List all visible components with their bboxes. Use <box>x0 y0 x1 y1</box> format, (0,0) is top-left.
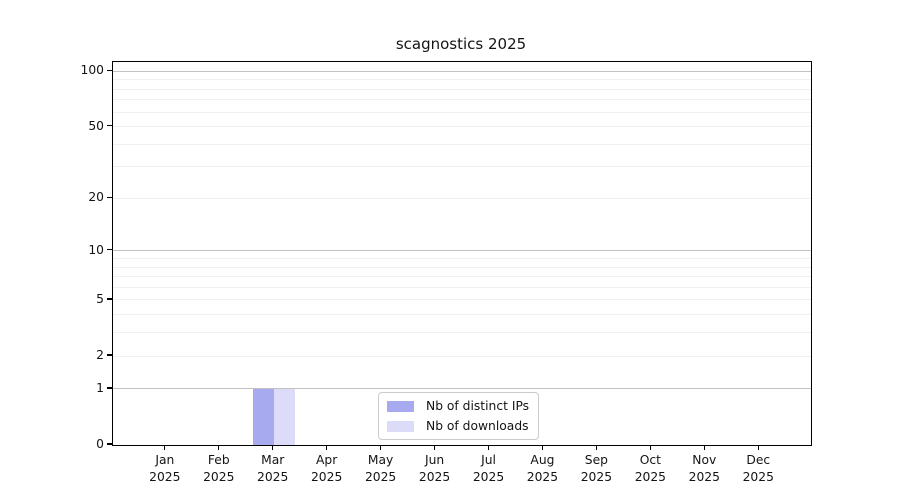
x-tick-mark <box>379 445 382 451</box>
y-tick-label: 1 <box>96 380 104 395</box>
x-tick-label: Sep 2025 <box>564 452 628 485</box>
y-tick-label: 5 <box>96 291 104 306</box>
x-tick-year: 2025 <box>472 469 505 484</box>
x-tick-month: Jul <box>481 453 496 467</box>
y-tick-mark <box>107 443 112 445</box>
legend: Nb of distinct IPs Nb of downloads <box>378 392 540 440</box>
x-tick-label: Jun 2025 <box>403 452 467 485</box>
x-tick-year: 2025 <box>203 469 235 484</box>
x-tick-mark <box>541 445 544 451</box>
y-tick-label: 100 <box>80 63 104 78</box>
x-tick-month: Mar <box>261 453 285 467</box>
bar-nb-of-downloads <box>273 388 295 445</box>
x-tick-month: Feb <box>207 453 230 467</box>
x-tick-month: Oct <box>639 453 661 467</box>
x-tick-mark <box>326 445 328 451</box>
legend-row: Nb of distinct IPs <box>387 397 529 415</box>
y-tick-mark <box>107 354 112 356</box>
x-tick-mark <box>649 445 651 451</box>
y-gridline-minor <box>113 266 811 268</box>
legend-swatch <box>387 420 414 432</box>
x-tick-month: Jan <box>155 453 175 467</box>
x-tick-month: Dec <box>746 453 771 467</box>
x-tick-month: Apr <box>316 453 338 467</box>
y-gridline-minor <box>113 111 811 113</box>
x-tick-mark <box>757 445 759 451</box>
x-tick-year: 2025 <box>364 469 397 484</box>
y-tick-mark <box>107 69 112 71</box>
y-gridline-major <box>113 388 811 390</box>
x-tick-year: 2025 <box>257 469 289 484</box>
x-tick-label: Apr 2025 <box>295 452 359 485</box>
y-gridline-minor <box>113 79 811 81</box>
x-tick-label: Feb 2025 <box>187 452 251 485</box>
x-tick-month: May <box>367 453 394 467</box>
y-tick-label: 50 <box>88 118 104 133</box>
x-tick-month: Jun <box>424 453 445 467</box>
y-tick-mark <box>107 387 112 389</box>
y-gridline-minor <box>113 88 811 90</box>
y-tick-label: 10 <box>88 242 104 257</box>
y-gridline-minor <box>113 332 811 334</box>
x-tick-label: Dec 2025 <box>726 452 790 485</box>
y-gridline-minor <box>113 314 811 316</box>
y-tick-mark <box>107 124 112 127</box>
x-tick-mark <box>272 445 274 451</box>
x-tick-year: 2025 <box>580 469 613 484</box>
y-gridline-minor <box>113 355 811 357</box>
y-gridline-major <box>113 250 811 252</box>
legend-swatch <box>387 400 414 412</box>
y-gridline-minor <box>113 286 811 288</box>
y-gridline-minor <box>113 276 811 278</box>
y-gridline-minor <box>113 197 811 199</box>
x-tick-month: Aug <box>530 453 555 467</box>
y-tick-mark <box>107 196 112 199</box>
x-tick-year: 2025 <box>418 469 451 484</box>
x-tick-month: Sep <box>584 453 608 467</box>
y-gridline-minor <box>113 99 811 101</box>
y-tick-label: 20 <box>88 190 104 205</box>
x-tick-mark <box>703 445 705 451</box>
x-tick-month: Nov <box>692 453 717 467</box>
y-gridline-minor <box>113 126 811 128</box>
chart-title: scagnostics 2025 <box>395 35 527 53</box>
x-tick-year: 2025 <box>149 469 181 484</box>
x-tick-mark <box>595 445 598 451</box>
x-tick-label: May 2025 <box>349 452 413 485</box>
x-tick-label: Mar 2025 <box>241 452 305 485</box>
y-tick-label: 0 <box>96 437 104 451</box>
y-gridline-minor <box>113 258 811 260</box>
x-tick-year: 2025 <box>742 469 774 484</box>
y-tick-label: 2 <box>96 348 104 363</box>
x-tick-mark <box>218 445 220 451</box>
x-tick-mark <box>433 445 436 451</box>
y-gridline-minor <box>113 143 811 145</box>
x-tick-label: Nov 2025 <box>672 452 736 485</box>
y-tick-mark <box>107 249 112 251</box>
x-tick-year: 2025 <box>688 469 720 484</box>
x-tick-mark <box>487 445 490 451</box>
x-tick-label: Jan 2025 <box>133 452 197 485</box>
x-tick-label: Oct 2025 <box>618 452 682 485</box>
legend-row: Nb of downloads <box>387 417 529 435</box>
x-tick-label: Jul 2025 <box>457 452 521 485</box>
x-tick-year: 2025 <box>526 469 559 484</box>
bar-nb-of-distinct-ips <box>252 388 274 445</box>
legend-label: Nb of downloads <box>426 419 529 433</box>
x-tick-mark <box>164 445 166 451</box>
x-tick-year: 2025 <box>310 469 343 484</box>
legend-label: Nb of distinct IPs <box>426 399 530 413</box>
plot-area <box>112 60 812 446</box>
y-gridline-major <box>113 70 811 72</box>
x-tick-label: Aug 2025 <box>510 452 574 485</box>
x-tick-year: 2025 <box>634 469 666 484</box>
y-gridline-minor <box>113 299 811 301</box>
y-tick-mark <box>107 298 112 300</box>
y-gridline-minor <box>113 166 811 168</box>
